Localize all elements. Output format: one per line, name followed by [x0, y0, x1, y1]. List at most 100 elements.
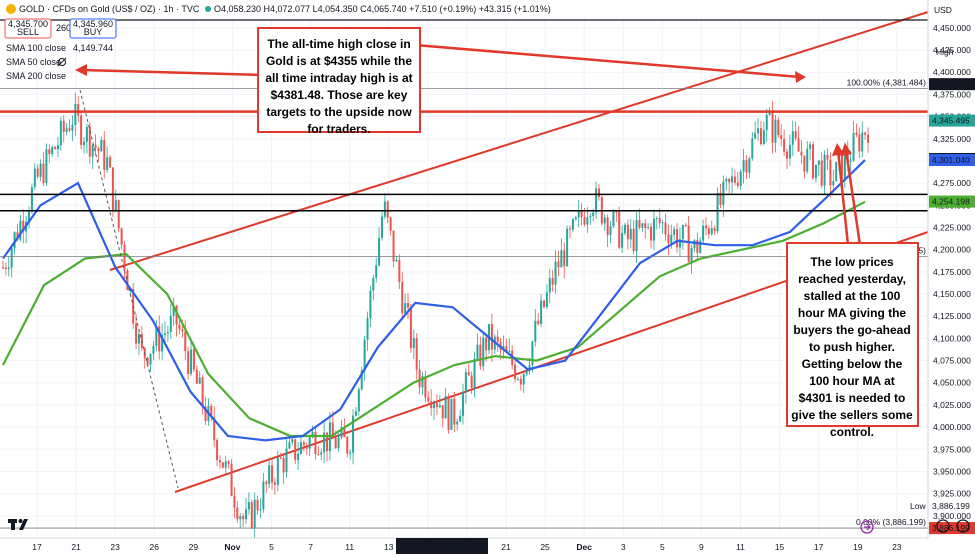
candle-body	[485, 337, 488, 351]
candle-body	[386, 201, 389, 218]
candle-body	[51, 147, 54, 155]
candle-body	[250, 502, 253, 528]
candle-body	[479, 344, 482, 367]
candle-body	[826, 154, 829, 160]
candle-body	[650, 226, 653, 241]
candle-body	[748, 158, 751, 173]
candle-body	[716, 192, 719, 232]
candle-body	[812, 144, 815, 179]
candle-body	[59, 120, 62, 146]
buy-button[interactable]: 4,345.960 BUY	[69, 18, 117, 39]
candle-body	[114, 200, 117, 211]
candle-body	[595, 188, 598, 213]
candle-body	[337, 437, 340, 449]
candle-body	[357, 389, 360, 412]
candle-body	[218, 460, 221, 463]
candle-body	[201, 377, 204, 407]
candle-body	[670, 234, 673, 244]
candle-body	[363, 339, 366, 371]
candle-body	[56, 145, 59, 150]
candle-body	[609, 226, 612, 236]
candle-body	[204, 406, 207, 421]
candle-body	[664, 222, 667, 235]
candle-body	[94, 144, 97, 149]
eye-hidden-icon	[58, 58, 66, 66]
header-bar: GOLD · CFDs on Gold (US$ / OZ) · 1h · TV…	[6, 4, 551, 14]
candle-body	[569, 228, 572, 230]
candle-body	[259, 509, 262, 511]
candle-body	[285, 448, 288, 473]
candle-body	[603, 217, 606, 224]
settings-icon	[956, 519, 970, 533]
price-tick-label: 4,275.000	[933, 178, 971, 188]
time-tick-label: 23	[110, 542, 120, 552]
price-badge-label: 4,301.040	[932, 155, 970, 165]
candle-body	[684, 225, 687, 226]
candle-body	[213, 417, 216, 441]
candle-body	[389, 217, 392, 231]
low-label: Low	[910, 501, 926, 511]
candle-body	[702, 225, 705, 241]
candle-body	[736, 182, 739, 186]
candle-body	[548, 278, 551, 293]
candle-body	[343, 426, 346, 438]
candle-body	[36, 168, 39, 177]
candle-body	[216, 440, 219, 461]
time-tick-label: 13	[384, 542, 394, 552]
candle-body	[447, 395, 450, 430]
candle-body	[583, 217, 586, 225]
candle-body	[482, 337, 485, 367]
candle-body	[340, 426, 343, 438]
candle-body	[522, 374, 525, 385]
candle-body	[181, 329, 184, 332]
indicator-legend[interactable]: SMA 100 close 4,149.744 SMA 50 close SMA…	[6, 43, 113, 81]
price-badge	[929, 114, 975, 127]
candle-body	[502, 346, 505, 350]
candle-body	[823, 154, 826, 186]
candle-body	[797, 138, 800, 152]
candle-body	[100, 139, 103, 152]
time-tick-label: 25	[540, 542, 550, 552]
candle-body	[800, 151, 803, 156]
candle-body	[80, 115, 83, 145]
price-tick-label: 4,225.000	[933, 222, 971, 232]
candle-body	[618, 211, 621, 248]
candle-body	[456, 421, 459, 425]
candle-body	[311, 431, 314, 438]
candle-body	[864, 132, 867, 135]
price-tick-label: 4,100.000	[933, 333, 971, 343]
sma200-line	[2, 200, 866, 438]
legend-sma100-value: 4,149.744	[73, 43, 113, 53]
candle-body	[288, 442, 291, 449]
chart-settings-icons[interactable]	[936, 519, 970, 533]
candle-body	[571, 219, 574, 230]
candle-body	[858, 134, 861, 152]
price-tick-label: 4,075.000	[933, 356, 971, 366]
tradingview-logo-icon	[8, 519, 28, 530]
candle-body	[832, 181, 835, 186]
candle-body	[632, 228, 635, 252]
time-tick-label: 7	[308, 542, 313, 552]
sell-button[interactable]: 4,345.700 SELL	[4, 18, 52, 39]
price-tick-label: 4,400.000	[933, 67, 971, 77]
candle-body	[519, 378, 522, 385]
candle-body	[687, 225, 690, 262]
candle-body	[681, 225, 684, 240]
candle-body	[658, 218, 661, 224]
candle-body	[239, 516, 242, 520]
price-badge	[929, 78, 975, 91]
candle-body	[369, 290, 372, 319]
candle-body	[751, 138, 754, 159]
candle-body	[158, 326, 161, 352]
price-axis[interactable]	[928, 0, 975, 557]
candle-body	[606, 217, 609, 236]
candle-body	[276, 457, 279, 485]
price-tick-label: 4,200.000	[933, 245, 971, 255]
candle-body	[230, 463, 233, 497]
candle-body	[305, 445, 308, 449]
candle-body	[372, 277, 375, 291]
time-tick-label: 5	[660, 542, 665, 552]
candle-body	[77, 103, 80, 116]
scroll-to-realtime-icon[interactable]	[860, 520, 874, 534]
